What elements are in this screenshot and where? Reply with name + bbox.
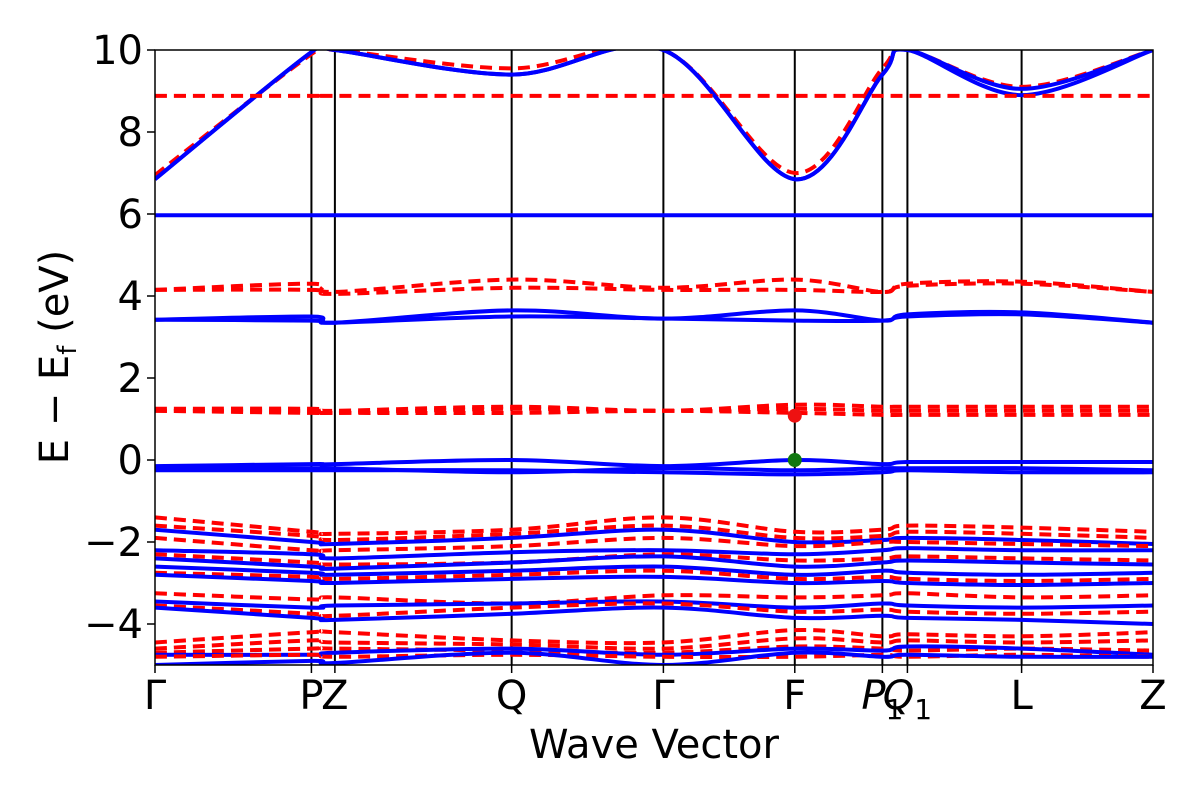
- band-line-spin-down: [155, 535, 1153, 554]
- band-line-spin-down: [155, 601, 1153, 619]
- y-axis: −4 −2 0 2 4 6 8 10: [84, 28, 155, 648]
- band-line-spin-up: [155, 468, 1153, 477]
- x-tick-label-main: Q: [496, 673, 527, 719]
- y-tick-label: 10: [92, 28, 143, 74]
- band-lines: [155, 50, 1153, 665]
- x-tick-label: Z: [321, 673, 348, 719]
- x-tick-label-main: P: [299, 673, 323, 719]
- band-line-spin-down: [155, 552, 1153, 567]
- band-line-spin-down: [155, 402, 1153, 413]
- band-edge-marker: [787, 453, 802, 467]
- band-line-spin-down: [155, 523, 1153, 543]
- x-tick-label-main: Γ: [652, 673, 675, 719]
- y-axis-title: E − Ef (eV): [32, 250, 83, 465]
- x-tick-label-main: L: [1010, 673, 1033, 719]
- x-tick-label-main: Q: [883, 673, 914, 719]
- band-line-spin-up: [155, 572, 1153, 587]
- band-line-spin-down: [155, 50, 1153, 177]
- band-line-spin-down: [155, 652, 1153, 660]
- y-tick-label: 0: [118, 438, 143, 484]
- band-line-spin-down: [155, 591, 1153, 606]
- band-line-spin-up: [155, 527, 1153, 547]
- band-line-spin-up: [155, 605, 1153, 626]
- band-line-spin-down: [155, 281, 1153, 296]
- y-axis-title-unit: (eV): [32, 250, 78, 346]
- x-tick-label-main: Z: [321, 673, 348, 719]
- band-line-spin-up: [155, 599, 1153, 610]
- y-tick-label: 2: [118, 356, 143, 402]
- y-tick-label: −4: [84, 602, 143, 648]
- x-tick-label: Q1: [883, 673, 932, 726]
- x-axis-title: Wave Vector: [529, 722, 780, 768]
- band-line-spin-down: [155, 515, 1153, 537]
- x-tick-label-main: Γ: [144, 673, 167, 719]
- band-line-spin-up: [155, 50, 1153, 182]
- band-line-spin-up: [155, 546, 1153, 561]
- x-tick-label-main: F: [783, 673, 806, 719]
- y-axis-title-sub: f: [53, 345, 83, 355]
- band-line-spin-down: [155, 408, 1153, 418]
- band-line-spin-down: [155, 568, 1153, 583]
- band-line-spin-down: [155, 636, 1153, 651]
- y-axis-title-main: E − E: [32, 355, 78, 465]
- band-line-spin-down: [155, 628, 1153, 646]
- x-tick-label: P: [299, 673, 323, 719]
- band-line-spin-up: [155, 465, 1153, 475]
- band-line-spin-down: [155, 644, 1153, 655]
- band-edge-marker: [787, 408, 802, 423]
- band-line-spin-up: [155, 554, 1153, 571]
- x-tick-label: Z: [1139, 673, 1166, 719]
- x-tick-label: Q: [496, 673, 527, 719]
- y-tick-label: 4: [118, 274, 143, 320]
- band-line-spin-up: [155, 50, 1153, 182]
- y-tick-label: −2: [84, 520, 143, 566]
- band-line-spin-up: [155, 457, 1153, 469]
- x-tick-label: Γ: [652, 673, 675, 719]
- band-edge-markers: [787, 408, 802, 467]
- x-tick-label-main: Z: [1139, 673, 1166, 719]
- plot-frame: [154, 49, 1154, 666]
- band-line-spin-up: [155, 644, 1153, 657]
- band-line-spin-up: [155, 564, 1153, 577]
- x-tick-label-sub: 1: [886, 693, 904, 726]
- x-tick-label: P1: [861, 673, 903, 726]
- high-symmetry-lines: [310, 50, 1023, 665]
- x-tick-label: Γ: [144, 673, 167, 719]
- x-tick-label-main: P: [861, 673, 886, 719]
- y-tick-label: 6: [118, 192, 143, 238]
- x-tick-label: F: [783, 673, 806, 719]
- x-tick-label-sub: 1: [914, 693, 932, 726]
- band-line-spin-up: [155, 312, 1153, 325]
- band-line-spin-down: [155, 277, 1153, 294]
- x-tick-label: L: [1010, 673, 1033, 719]
- y-tick-label: 8: [118, 110, 143, 156]
